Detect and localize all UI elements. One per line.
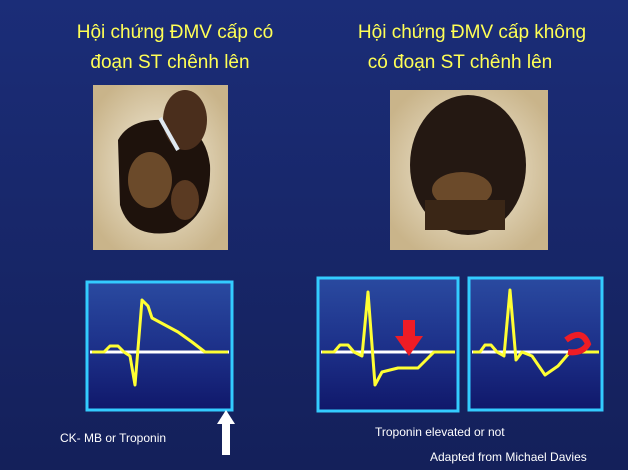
right-title: Hội chứng ĐMV cấp không: [358, 22, 586, 43]
arrow: [217, 410, 235, 455]
ecg-panel: [85, 280, 234, 412]
right-photo: [390, 90, 548, 250]
left-caption: CK- MB or Troponin: [60, 431, 166, 445]
right-title: có đoạn ST chênh lên: [368, 52, 553, 73]
left-title: Hội chứng ĐMV cấp có: [77, 22, 273, 43]
left-title: đoạn ST chênh lên: [90, 52, 249, 73]
ecg-panel: [316, 276, 460, 413]
right-caption: Troponin elevated or not: [375, 425, 505, 439]
credit: Adapted from Michael Davies: [430, 450, 587, 464]
ecg-panel: [467, 276, 604, 412]
left-photo: [93, 85, 228, 250]
